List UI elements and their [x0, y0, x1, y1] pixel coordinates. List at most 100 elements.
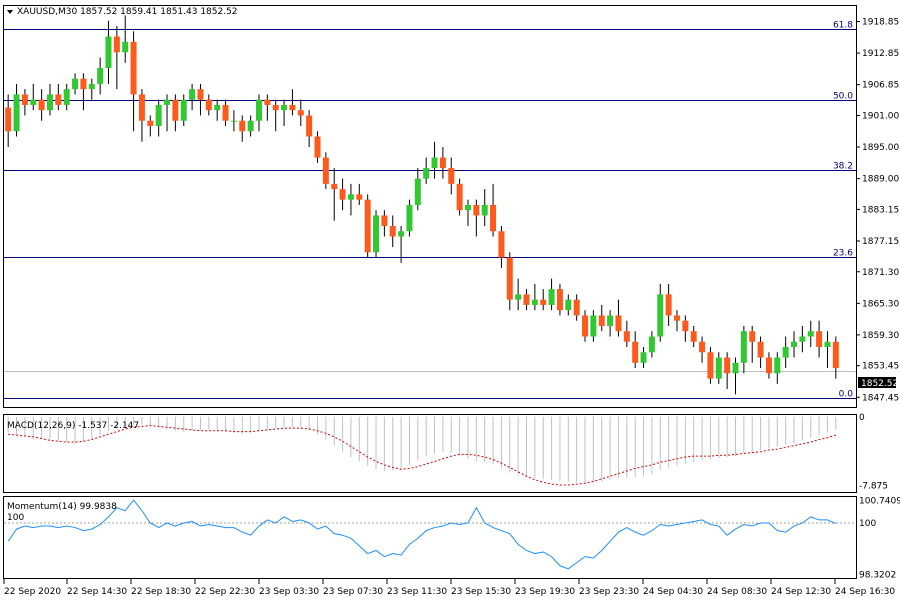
bull-candle	[648, 336, 655, 353]
y-tick-label: 1859.30	[862, 331, 899, 341]
bear-candle	[138, 94, 145, 121]
momentum-y-tick-label: 100	[859, 519, 876, 529]
bull-candle	[255, 99, 262, 121]
bull-candle	[406, 204, 413, 232]
bull-candle	[807, 331, 814, 337]
bull-candle	[515, 294, 522, 300]
x-tick-label: 23 Sep 03:30	[259, 587, 319, 597]
bear-candle	[473, 204, 480, 216]
bear-candle	[389, 225, 396, 237]
bear-candle	[80, 78, 87, 90]
bull-candle	[791, 341, 798, 348]
bull-candle	[774, 357, 781, 374]
x-tick-label: 22 Sep 18:30	[131, 587, 191, 597]
bull-candle	[247, 120, 254, 132]
fib-label: 38.2	[833, 162, 853, 172]
bull-candle	[782, 347, 789, 358]
bull-candle	[97, 68, 104, 84]
time-axis: 22 Sep 2020 22 Sep 14:30 22 Sep 18:30 22 Se…	[3, 579, 895, 597]
x-tick-label: 23 Sep 07:30	[323, 587, 383, 597]
bear-candle	[205, 99, 212, 111]
bear-candle	[5, 107, 12, 132]
fib-label: 61.8	[833, 21, 853, 31]
bull-candle	[548, 289, 555, 305]
bull-candle	[414, 178, 421, 205]
bull-candle	[431, 157, 438, 169]
bear-candle	[749, 331, 756, 342]
bear-candle	[699, 341, 706, 353]
bear-candle	[832, 341, 839, 369]
bull-candle	[715, 357, 722, 379]
bull-candle	[373, 215, 380, 253]
bear-candle	[707, 352, 714, 379]
current-price-label: 1852.52	[861, 379, 898, 389]
bear-candle	[456, 183, 463, 211]
bull-candle	[88, 83, 95, 90]
bear-candle	[556, 289, 563, 311]
x-tick-label: 22 Sep 22:30	[195, 587, 255, 597]
fib-label: 23.6	[833, 249, 853, 259]
bear-candle	[197, 89, 204, 100]
bull-candle	[531, 299, 538, 305]
bear-candle	[765, 357, 772, 374]
bull-candle	[46, 94, 53, 111]
bear-candle	[239, 120, 246, 132]
bull-candle	[155, 104, 162, 126]
bull-candle	[63, 89, 70, 105]
bull-candle	[105, 36, 112, 69]
macd-y-tick-label: 0	[859, 413, 865, 423]
bull-candle	[657, 294, 664, 337]
bear-candle	[506, 257, 513, 300]
x-tick-label: 24 Sep 08:30	[707, 587, 767, 597]
momentum-panel-frame	[3, 496, 857, 579]
bull-candle	[398, 231, 405, 237]
bear-candle	[314, 136, 321, 158]
symbol-header: XAUUSD,M30 1857.52 1859.41 1851.43 1852.…	[7, 7, 238, 17]
main-price-axis: 1918.85 1912.85 1906.85 1901.00 1895.00 1889.…	[856, 18, 899, 403]
bear-candle	[757, 341, 764, 358]
bull-candle	[281, 104, 288, 111]
bull-candle	[799, 336, 806, 342]
bear-candle	[322, 157, 329, 184]
bear-candle	[381, 215, 388, 226]
bear-candle	[673, 315, 680, 321]
bear-candle	[172, 99, 179, 121]
bear-candle	[724, 357, 731, 374]
bull-candle	[13, 94, 20, 132]
x-tick-label: 22 Sep 2020	[4, 587, 61, 597]
bull-candle	[180, 99, 187, 121]
macd-label: MACD(12,26,9) -1.537 -2.147	[7, 421, 139, 431]
bull-candle	[214, 104, 221, 111]
x-tick-label: 24 Sep 16:30	[835, 587, 895, 597]
bull-candle	[72, 78, 79, 90]
candlesticks	[5, 15, 839, 395]
y-tick-label: 1877.15	[862, 237, 899, 247]
dropdown-triangle-icon[interactable]	[7, 10, 13, 14]
bear-candle	[21, 94, 28, 105]
bear-candle	[113, 36, 120, 53]
x-tick-label: 24 Sep 12:30	[771, 587, 831, 597]
bull-candle	[732, 362, 739, 374]
bear-candle	[523, 294, 530, 305]
x-tick-label: 23 Sep 11:30	[387, 587, 447, 597]
bear-candle	[540, 299, 547, 305]
bull-candle	[464, 204, 471, 211]
bear-candle	[490, 204, 497, 232]
bull-candle	[230, 120, 237, 122]
bear-candle	[147, 120, 154, 126]
fibonacci-levels: 61.8 50.0 38.2 23.6 0.0	[4, 21, 856, 400]
y-tick-label: 1865.30	[862, 299, 899, 309]
bear-candle	[272, 104, 279, 111]
y-tick-label: 1847.45	[862, 393, 899, 403]
bull-candle	[824, 341, 831, 348]
bear-candle	[339, 189, 346, 200]
y-tick-label: 1895.00	[862, 143, 899, 153]
bull-candle	[640, 352, 647, 363]
bear-candle	[55, 94, 62, 105]
y-tick-label: 1853.45	[862, 362, 899, 372]
x-tick-label: 23 Sep 15:30	[451, 587, 511, 597]
bull-candle	[607, 315, 614, 326]
bear-candle	[364, 199, 371, 253]
y-tick-label: 1889.00	[862, 175, 899, 185]
